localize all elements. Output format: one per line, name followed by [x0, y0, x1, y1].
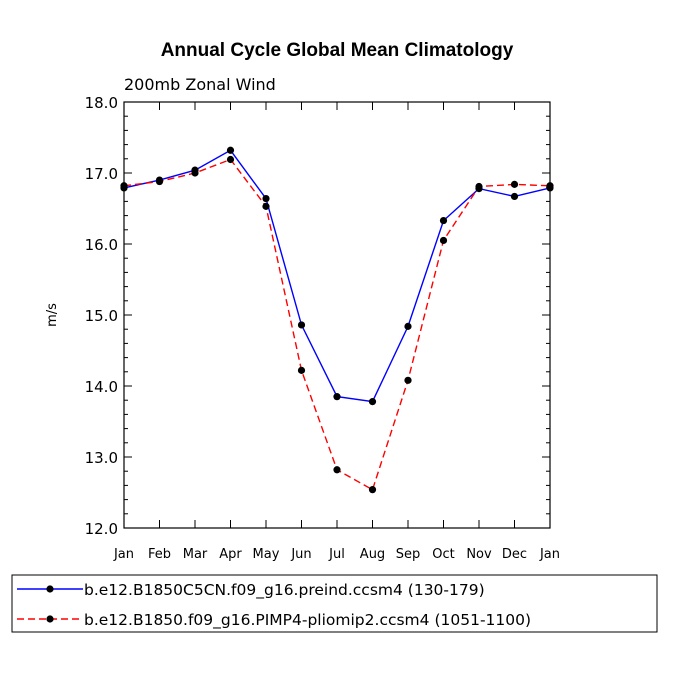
legend-marker-series-1 [46, 585, 54, 593]
series-1-point [262, 194, 270, 203]
series-2-point [262, 202, 270, 210]
series-1-point [333, 393, 341, 401]
legend-box [11, 574, 658, 633]
chart-title: Annual Cycle Global Mean Climatology [161, 40, 514, 61]
y-tick-label: 17.0 [85, 165, 118, 183]
series-2-point [155, 177, 164, 186]
y-tick-label: 13.0 [85, 449, 118, 467]
legend-label-series-1: b.e12.B1850C5CN.f09_g16.preind.ccsm4 (13… [84, 581, 485, 600]
series-2-point [404, 376, 412, 384]
legend-label-series-2: b.e12.B1850.f09_g16.PIMP4-pliomip2.ccsm4… [84, 611, 531, 630]
series-lines [123, 149, 551, 491]
series-2-point [226, 155, 235, 164]
x-tick-label: Jun [290, 547, 311, 562]
series-1-point [510, 192, 519, 201]
x-tick-label: Dec [502, 547, 527, 562]
series-2-point [368, 486, 377, 494]
plot-frame [123, 101, 551, 529]
series-2-point [297, 366, 306, 374]
series-points [120, 146, 554, 494]
y-axis-label: m/s [45, 303, 60, 327]
series-2-point [475, 182, 483, 191]
x-tick-label: Jul [328, 547, 345, 562]
x-tick-label: Nov [466, 547, 492, 562]
chart-subtitle: 200mb Zonal Wind [124, 75, 276, 94]
x-tick-label: Aug [360, 547, 385, 562]
series-1-point [226, 146, 235, 154]
series-2-point [510, 180, 519, 188]
x-tick-label: Jan [539, 547, 560, 562]
x-tick-label: Oct [432, 547, 454, 562]
series-line-2 [123, 158, 551, 491]
series-2-point [439, 236, 448, 245]
y-tick-label: 12.0 [85, 520, 118, 538]
x-tick-label: Sep [396, 547, 421, 562]
x-tick-label: Mar [183, 547, 208, 562]
x-tick-label: Apr [219, 547, 242, 562]
series-1-point [368, 398, 377, 406]
y-tick-label: 15.0 [85, 307, 118, 325]
legend-marker-series-2 [46, 615, 54, 623]
series-2-point [333, 466, 341, 474]
y-tick-label: 14.0 [85, 378, 118, 396]
series-1-point [297, 321, 306, 329]
series-line-1 [123, 149, 551, 403]
x-tick-label: Jan [113, 547, 134, 562]
series-1-point [404, 322, 412, 330]
series-1-point [439, 216, 448, 225]
y-tick-label: 16.0 [85, 236, 118, 254]
series-2-point [191, 169, 199, 177]
y-tick-label: 18.0 [85, 94, 118, 112]
legend: b.e12.B1850C5CN.f09_g16.preind.ccsm4 (13… [11, 574, 658, 633]
x-tick-label: Feb [148, 547, 171, 562]
axis-ticks: Jan Feb Mar Apr May Jun Jul Aug Sep Oct Nov Dec Jan 1… [85, 94, 560, 562]
x-tick-label: May [253, 547, 280, 562]
